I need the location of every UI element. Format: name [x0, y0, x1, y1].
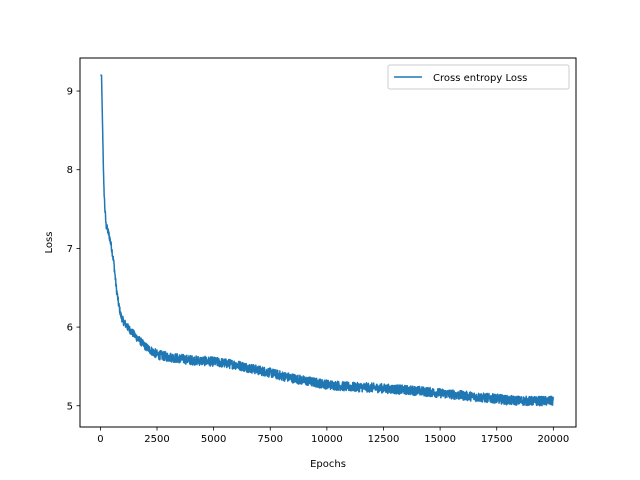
y-tick-label: 6: [67, 323, 73, 334]
axes-frame: [79, 57, 577, 428]
y-tick-label: 8: [67, 165, 73, 176]
x-tick-label: 5000: [201, 434, 226, 445]
legend: Cross entropy Loss: [387, 64, 570, 90]
x-axis-title: Epochs: [310, 459, 346, 470]
legend-box: [387, 64, 570, 90]
x-tick-label: 10000: [311, 434, 343, 445]
x-tick-label: 15000: [424, 434, 456, 445]
x-tick-label: 12500: [368, 434, 400, 445]
x-axis: 0 2500 5000 7500 10000 12500 15000 17500 20000: [97, 427, 569, 445]
series-line-group: [99, 74, 555, 407]
x-tick-label: 20000: [537, 434, 569, 445]
x-tick-label: 0: [97, 434, 103, 445]
y-tick-label: 9: [67, 87, 73, 98]
y-axis-title: Loss: [44, 232, 55, 254]
x-tick-label: 7500: [258, 434, 283, 445]
y-tick-label: 7: [67, 244, 73, 255]
legend-label: Cross entropy Loss: [433, 73, 527, 84]
x-tick-label: 2500: [144, 434, 169, 445]
series-line: [99, 74, 555, 407]
y-tick-label: 5: [67, 401, 73, 412]
x-tick-label: 17500: [481, 434, 513, 445]
y-axis: 5 6 7 8 9: [67, 87, 80, 412]
